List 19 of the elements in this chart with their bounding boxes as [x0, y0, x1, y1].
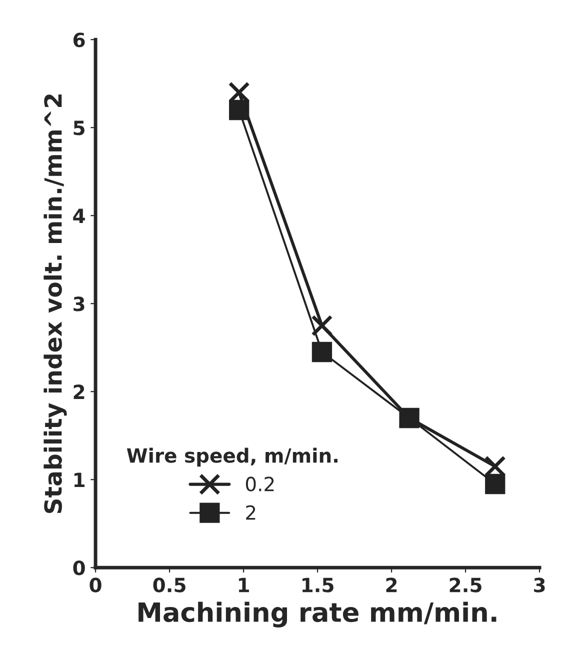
x-tick-label: 0 [90, 578, 102, 592]
x-axis-title: Machining rate mm/min. [138, 602, 496, 628]
x-tick-label: 2 [386, 578, 397, 592]
y-axis-title: Stability index volt. min./mm^2 [44, 94, 67, 514]
legend-label: 2 [246, 505, 256, 520]
y-tick-label: 2 [74, 384, 84, 399]
x-tick-label: 3 [534, 578, 545, 592]
y-tick-label: 1 [74, 472, 84, 487]
y-tick-label: 5 [74, 120, 84, 136]
y-tick-label: 3 [74, 296, 84, 312]
y-tick-label: 0 [73, 560, 85, 576]
x-tick-label: 0.5 [153, 578, 186, 592]
y-tick-label: 6 [73, 32, 85, 48]
legend-label: 0.2 [246, 476, 274, 492]
legend-title: Wire speed, m/min. [126, 448, 338, 467]
y-tick-label: 4 [73, 208, 85, 223]
x-tick-label: 2.5 [450, 578, 482, 592]
x-tick-label: 1.5 [302, 578, 334, 592]
x-tick-label: 1 [238, 578, 249, 592]
